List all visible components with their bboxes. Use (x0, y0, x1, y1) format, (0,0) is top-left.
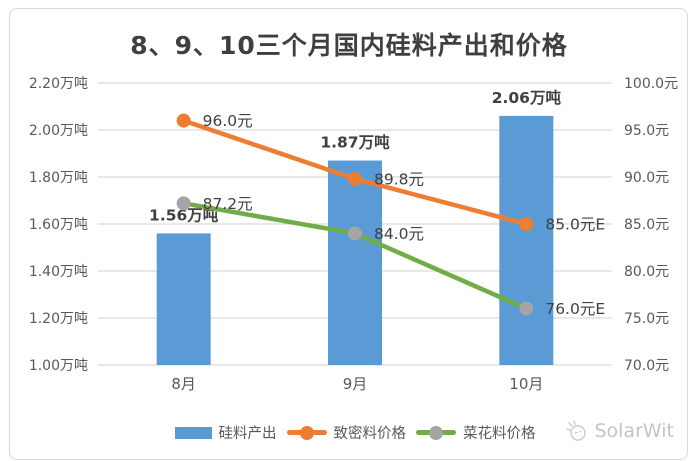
right-axis-tick: 100.0元 (624, 76, 678, 92)
bar-data-label: 1.87万吨 (320, 134, 390, 152)
line-data-label: 76.0元E (545, 300, 605, 318)
sun-sketch-icon (566, 420, 587, 441)
line-marker (519, 301, 534, 316)
x-axis-tick: 8月 (171, 375, 196, 393)
x-axis-tick: 9月 (343, 375, 368, 393)
bar-data-label: 1.56万吨 (149, 206, 219, 224)
line-marker (519, 217, 534, 231)
right-axis-tick: 75.0元 (624, 311, 669, 327)
left-axis-tick: 2.00万吨 (29, 123, 88, 139)
legend-label: 致密料价格 (333, 426, 407, 442)
legend-item-dense-price: 致密料价格 (286, 422, 407, 443)
left-axis-tick: 1.40万吨 (29, 264, 88, 280)
line-marker (176, 196, 191, 211)
bar (499, 115, 554, 366)
right-axis-tick: 70.0元 (624, 358, 669, 374)
line-data-label: 89.8元 (374, 170, 424, 188)
watermark-text: SolarWit (594, 420, 674, 442)
line-marker-swatch-icon (286, 425, 327, 440)
line-marker-swatch-icon (416, 425, 456, 440)
line-data-label: 96.0元 (203, 112, 253, 130)
chart-legend: 硅料产出 致密料价格 菜花料价格 (98, 422, 612, 443)
legend-label: 菜花料价格 (463, 426, 536, 442)
bar (328, 160, 382, 365)
line-data-label: 85.0元E (545, 216, 605, 234)
left-axis-tick: 1.80万吨 (29, 170, 88, 186)
right-axis-tick: 85.0元 (624, 217, 669, 233)
line-marker (348, 171, 362, 186)
line-marker (176, 113, 191, 128)
right-axis-tick: 95.0元 (624, 123, 669, 139)
right-axis-tick: 90.0元 (624, 170, 669, 186)
left-axis-tick: 1.20万吨 (29, 311, 88, 327)
left-axis-tick: 1.60万吨 (29, 217, 88, 233)
line-data-label: 84.0元 (374, 225, 424, 243)
chart-title: 8、9、10三个月国内硅料产出和价格 (130, 31, 568, 60)
legend-label: 硅料产出 (218, 426, 277, 442)
legend-item-cauliflower-price: 菜花料价格 (416, 422, 536, 443)
bar-swatch-icon (174, 426, 212, 439)
left-axis-tick: 1.00万吨 (29, 358, 88, 374)
bar (156, 233, 211, 365)
right-axis-tick: 80.0元 (624, 264, 669, 280)
x-axis-tick: 10月 (509, 375, 543, 393)
bar-data-label: 2.06万吨 (492, 89, 562, 107)
line-marker (348, 226, 362, 241)
legend-item-silicon-output: 硅料产出 (174, 422, 277, 443)
left-axis-tick: 2.20万吨 (29, 76, 88, 92)
watermark: SolarWit (565, 419, 674, 443)
line-data-label: 87.2元 (203, 195, 253, 213)
